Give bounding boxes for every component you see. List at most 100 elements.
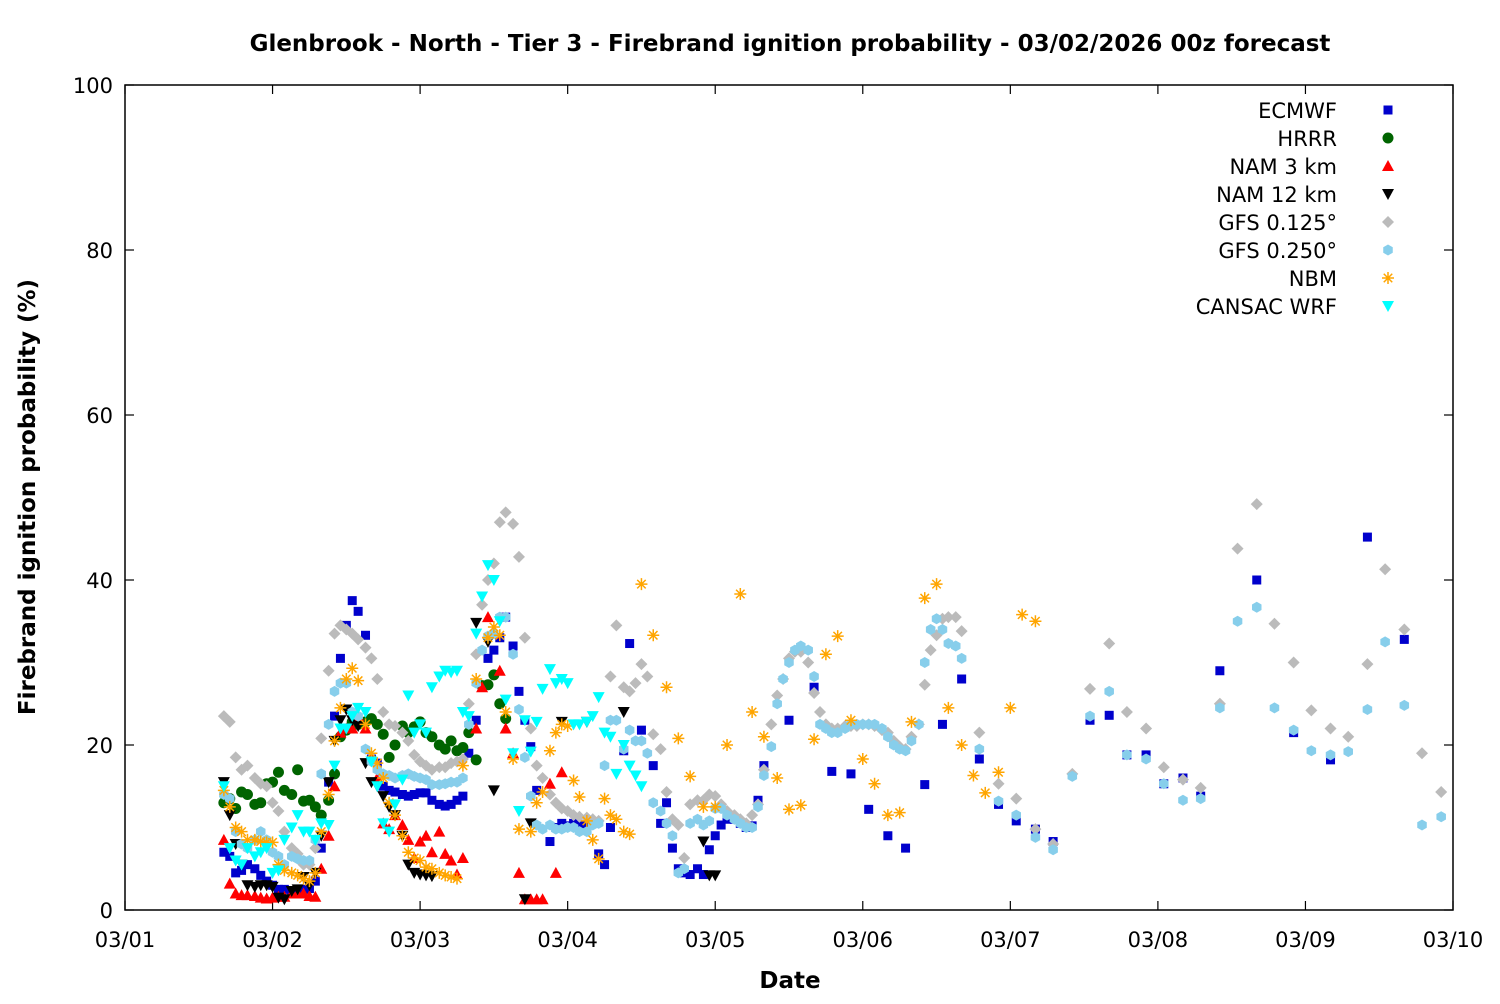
data-point — [389, 739, 401, 751]
data-point — [481, 560, 494, 572]
data-point — [477, 644, 487, 656]
data-point — [248, 833, 261, 846]
data-point — [359, 641, 372, 654]
series-cansac-wrf — [217, 560, 648, 879]
data-point — [709, 790, 722, 803]
data-point — [278, 834, 291, 846]
data-point — [1252, 575, 1262, 585]
data-point — [273, 850, 284, 862]
data-point — [593, 817, 604, 829]
data-point — [555, 674, 568, 685]
data-point — [255, 826, 266, 838]
data-point — [667, 830, 678, 842]
data-point — [322, 777, 335, 789]
data-point — [272, 805, 285, 817]
data-point — [493, 629, 506, 642]
data-point — [1232, 615, 1243, 627]
data-point — [487, 621, 500, 634]
data-point — [217, 781, 230, 793]
data-point — [507, 748, 520, 760]
data-point — [487, 785, 500, 797]
data-point — [957, 674, 967, 684]
data-point — [530, 796, 543, 809]
data-point — [604, 809, 617, 822]
data-point — [403, 791, 413, 801]
data-point — [955, 625, 968, 638]
data-point — [225, 793, 235, 805]
data-point — [561, 720, 574, 733]
data-point — [757, 730, 770, 743]
data-point — [346, 722, 359, 734]
data-point — [746, 809, 759, 822]
data-point — [425, 846, 438, 858]
data-point — [507, 517, 520, 530]
data-point — [973, 726, 986, 739]
data-point — [219, 847, 229, 857]
data-point — [1004, 701, 1017, 714]
data-point — [389, 720, 402, 733]
x-tick-label: 03/04 — [537, 928, 598, 952]
data-point — [470, 628, 483, 640]
data-point — [383, 796, 396, 809]
data-point — [408, 727, 421, 739]
data-point — [353, 606, 363, 616]
data-point — [950, 640, 961, 652]
data-point — [827, 766, 837, 776]
data-point — [489, 645, 499, 655]
data-point — [389, 799, 402, 811]
data-point — [617, 825, 630, 838]
y-tick-label: 80 — [86, 239, 113, 263]
data-point — [396, 774, 409, 786]
data-point — [334, 715, 347, 727]
data-point — [285, 822, 298, 834]
data-point — [481, 631, 494, 644]
data-point — [225, 851, 235, 861]
data-point — [329, 768, 341, 780]
data-point — [536, 893, 549, 905]
data-point — [451, 872, 463, 885]
data-point — [272, 865, 285, 877]
data-point — [223, 715, 236, 728]
data-point — [1140, 722, 1153, 735]
data-point — [229, 855, 242, 867]
data-point — [832, 727, 843, 739]
legend: ECMWF HRRR NAM 3 km NAM 12 km GFS 0.125° GFS … — [1196, 99, 1394, 319]
data-point — [499, 506, 512, 519]
data-point — [471, 715, 481, 725]
data-point — [235, 825, 248, 838]
data-point — [636, 735, 647, 747]
legend-label: CANSAC WRF — [1196, 295, 1337, 319]
data-point — [508, 641, 518, 651]
data-point — [623, 760, 636, 772]
data-point — [937, 719, 947, 729]
legend-marker — [1382, 189, 1394, 200]
data-point — [500, 713, 512, 725]
data-point — [992, 777, 1005, 790]
data-point — [383, 751, 395, 763]
data-point — [1435, 786, 1448, 799]
x-axis-label: Date — [759, 968, 820, 994]
data-point — [641, 670, 654, 683]
data-point — [545, 837, 555, 847]
data-point — [573, 790, 586, 803]
data-point — [771, 772, 784, 784]
data-point — [470, 754, 482, 766]
data-point — [883, 731, 893, 743]
data-point — [868, 777, 881, 790]
x-tick-label: 03/05 — [685, 928, 746, 952]
data-point — [476, 591, 489, 603]
data-point — [592, 692, 605, 704]
legend-marker — [1382, 132, 1394, 144]
data-point — [679, 863, 689, 875]
data-point — [402, 690, 415, 702]
data-point — [532, 785, 542, 795]
data-point — [365, 756, 378, 768]
data-point — [433, 866, 446, 879]
data-point — [229, 751, 242, 764]
data-point — [508, 648, 518, 660]
data-point — [1342, 730, 1355, 743]
data-point — [624, 724, 635, 736]
data-point — [462, 711, 475, 723]
data-point — [346, 711, 359, 723]
